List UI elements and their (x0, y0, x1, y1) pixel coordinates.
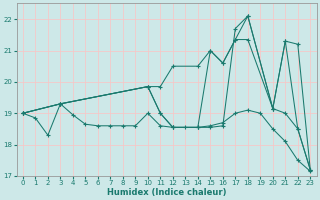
X-axis label: Humidex (Indice chaleur): Humidex (Indice chaleur) (107, 188, 226, 197)
